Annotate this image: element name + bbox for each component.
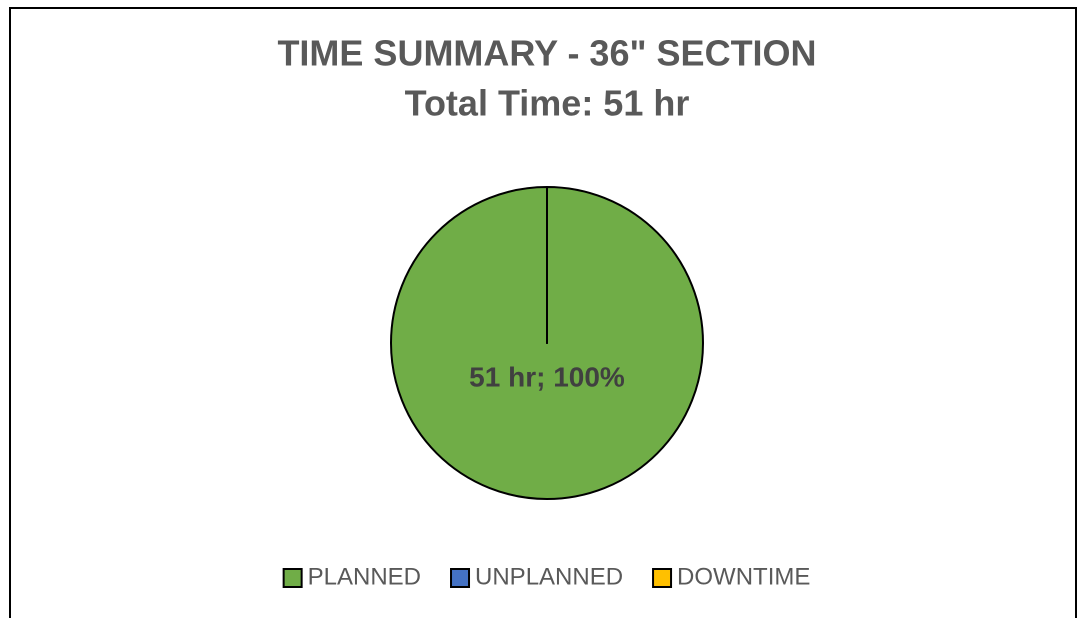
chart-subtitle: Total Time: 51 hr bbox=[405, 83, 690, 124]
chart-frame bbox=[9, 7, 1077, 618]
legend-label: DOWNTIME bbox=[677, 563, 810, 590]
legend-swatch bbox=[282, 568, 303, 588]
legend-swatch bbox=[652, 568, 673, 588]
data-label: 51 hr; 100% bbox=[469, 361, 625, 392]
chart-title: TIME SUMMARY - 36" SECTION bbox=[277, 33, 816, 74]
legend-label: UNPLANNED bbox=[475, 563, 623, 590]
legend-label: PLANNED bbox=[308, 563, 421, 590]
legend-swatch bbox=[450, 568, 471, 588]
